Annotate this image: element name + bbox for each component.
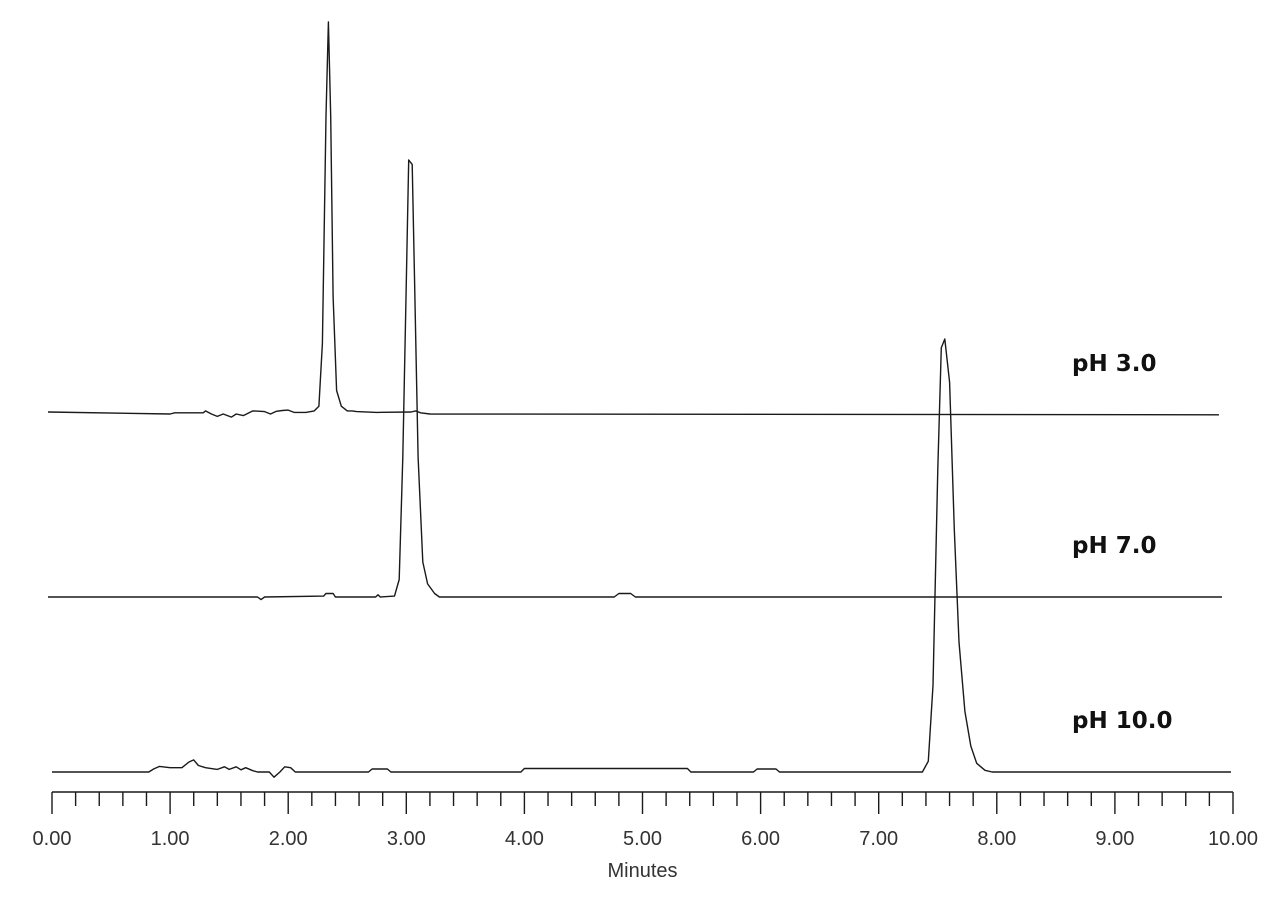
x-tick-label: 5.00 [623, 828, 662, 850]
x-tick-label: 8.00 [977, 828, 1016, 850]
x-tick-label: 0.00 [33, 828, 72, 850]
series-label: pH 3.0 [1072, 351, 1156, 377]
trace-ph-3-0 [47, 21, 1220, 418]
x-tick-label: 6.00 [741, 828, 780, 850]
x-axis-ticks [51, 792, 1234, 814]
x-tick-label: 2.00 [269, 828, 308, 850]
series-label: pH 7.0 [1072, 533, 1156, 559]
traces-layer [47, 21, 1231, 778]
series-label: pH 10.0 [1072, 708, 1172, 734]
x-axis-tick-labels: 0.00 1.00 2.00 3.00 4.00 5.00 6.00 7.00 8.00 9.00… [33, 828, 1259, 850]
x-axis: 0.00 1.00 2.00 3.00 4.00 5.00 6.00 7.00 8.00 9.00… [33, 791, 1259, 882]
x-axis-title: Minutes [607, 860, 677, 882]
trace-ph-7-0 [48, 159, 1222, 601]
x-tick-label: 1.00 [151, 828, 190, 850]
x-tick-label: 3.00 [387, 828, 426, 850]
x-tick-label: 9.00 [1095, 828, 1134, 850]
x-tick-label: 10.00 [1208, 828, 1258, 850]
trace-ph-10-0 [52, 338, 1231, 778]
x-tick-label: 7.00 [859, 828, 898, 850]
x-tick-label: 4.00 [505, 828, 544, 850]
series-labels-layer: pH 3.0 pH 7.0 pH 10.0 [1072, 351, 1172, 734]
